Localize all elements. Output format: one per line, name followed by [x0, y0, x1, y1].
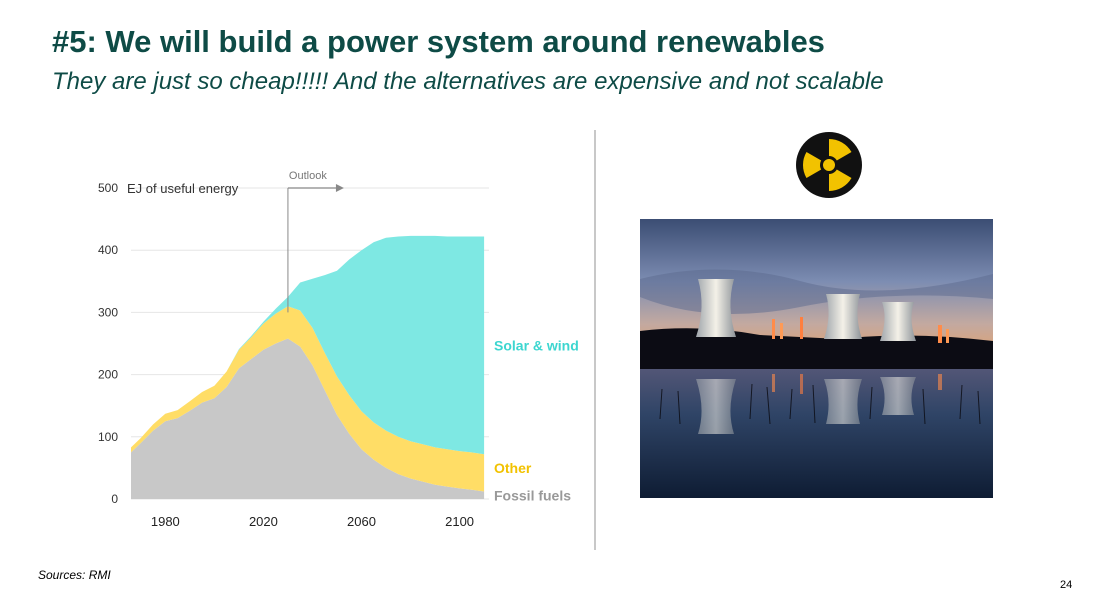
x-tick-label: 2100: [445, 514, 474, 529]
series-label: Fossil fuels: [494, 487, 571, 503]
y-tick-label: 100: [98, 430, 118, 444]
y-axis-ticks: 0 100 200 300 400 500: [98, 181, 118, 506]
y-tick-label: 0: [111, 492, 118, 506]
x-tick-label: 2020: [249, 514, 278, 529]
series-label: Other: [494, 460, 532, 476]
vertical-divider: [594, 130, 596, 550]
page-number: 24: [1060, 579, 1073, 591]
outlook-arrowhead: [335, 184, 344, 192]
sources-note: Sources: RMI: [38, 568, 111, 582]
energy-area-chart: 0 100 200 300 400 500 1980 2020 2060 2100 EJ of …: [98, 170, 579, 529]
radiation-icon: [796, 132, 862, 198]
series-labels: Fossil fuels Other Solar & wind: [494, 337, 579, 503]
x-tick-label: 1980: [151, 514, 180, 529]
x-tick-label: 2060: [347, 514, 376, 529]
chart-areas: [131, 235, 485, 499]
area-fossil-fuels: [131, 338, 485, 499]
slide-subtitle: They are just so cheap!!!!! And the alte…: [52, 68, 884, 95]
y-tick-label: 500: [98, 181, 118, 195]
y-tick-label: 400: [98, 243, 118, 257]
x-axis-ticks: 1980 2020 2060 2100: [151, 514, 474, 529]
area-solar-wind: [131, 235, 485, 455]
outlook-label: Outlook: [289, 170, 327, 182]
area-other: [131, 306, 485, 492]
slide-title: #5: We will build a power system around …: [52, 24, 825, 59]
y-axis-label: EJ of useful energy: [127, 181, 239, 196]
y-tick-label: 200: [98, 368, 118, 382]
nuclear-cooling-towers-photo: [640, 219, 993, 498]
series-label: Solar & wind: [494, 337, 579, 353]
y-tick-label: 300: [98, 305, 118, 319]
